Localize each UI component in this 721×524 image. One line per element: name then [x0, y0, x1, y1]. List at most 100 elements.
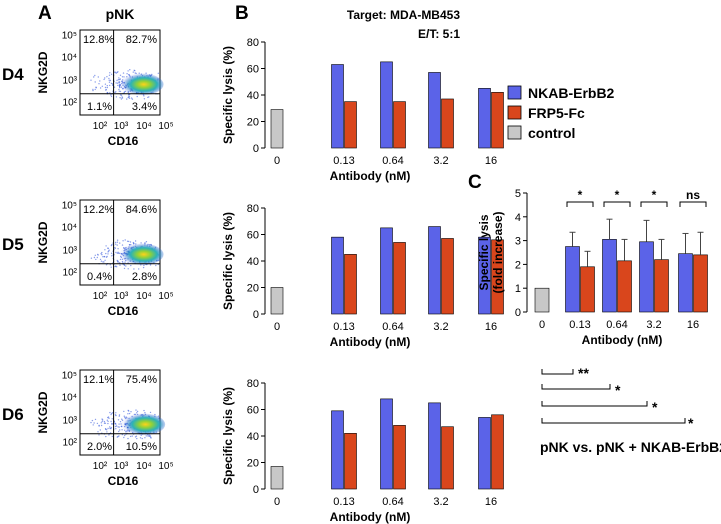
- y-tick-label: 4: [515, 212, 521, 224]
- flow-event-dot: [119, 94, 122, 96]
- flow-event-dot: [110, 413, 112, 416]
- y-tick-label: 60: [247, 405, 259, 417]
- flow-event-dot: [128, 412, 131, 415]
- pairwise-bracket: [603, 201, 631, 207]
- flow-event-dot: [135, 435, 138, 437]
- flow-event-dot: [97, 431, 99, 433]
- flow-event-dot: [119, 264, 121, 266]
- flow-y-tick: 10³: [63, 245, 78, 256]
- flow-event-dot: [111, 423, 113, 425]
- flow-density-core: [119, 73, 164, 96]
- flow-x-tick: 10⁵: [158, 121, 173, 132]
- y-axis-label-line: Specific lysis (%): [221, 387, 235, 485]
- flow-q-upper-right: 84.6%: [126, 204, 157, 216]
- flow-event-dot: [127, 437, 129, 440]
- flow-event-dot: [123, 264, 126, 267]
- bar-frp5-fc: [393, 101, 406, 149]
- flow-event-dot: [115, 251, 117, 254]
- flow-event-dot: [126, 240, 129, 242]
- bar-nkab-erbb2: [380, 398, 393, 490]
- y-axis-label-line: Specific lysis (%): [221, 212, 235, 310]
- bar-nkab-erbb2: [478, 236, 491, 315]
- x-tick-label: 0.13: [333, 496, 354, 508]
- flow-event-dot: [115, 72, 117, 74]
- flow-event-dot: [90, 257, 93, 259]
- flow-event-dot: [91, 419, 94, 422]
- flow-event-dot: [144, 412, 146, 414]
- flow-event-dot: [96, 256, 99, 259]
- flow-event-dot: [127, 413, 129, 415]
- flow-event-dot: [98, 83, 100, 85]
- lysis-chart-d6: 0 20 40 60 80 Specific lysis (%) 0 0.13 0.64 3.2 1…: [221, 378, 504, 524]
- bar-nkab-erbb2: [565, 246, 580, 313]
- bar-nkab-erbb2: [602, 239, 617, 313]
- flow-event-dot: [110, 266, 112, 268]
- flow-event-dot: [108, 74, 111, 77]
- flow-event-dot: [106, 86, 109, 89]
- flow-event-dot: [123, 267, 126, 270]
- flow-event-dot: [114, 247, 117, 249]
- flow-event-dot: [136, 412, 138, 414]
- panel-label-a: A: [38, 3, 52, 24]
- x-axis-label: Antibody (nM): [330, 335, 411, 349]
- flow-event-dot: [127, 268, 129, 270]
- flow-event-dot: [104, 86, 107, 89]
- flow-event-dot: [105, 256, 108, 258]
- x-tick-label: 0.13: [333, 321, 354, 333]
- bar-frp5-fc: [617, 260, 632, 313]
- y-axis-label: Specific lysis (%): [221, 212, 235, 310]
- flow-event-dot: [125, 265, 127, 267]
- flow-event-dot: [121, 96, 123, 98]
- flow-event-dot: [121, 418, 123, 420]
- flow-event-dot: [111, 418, 113, 420]
- x-tick-label: 0: [274, 321, 280, 333]
- flow-event-dot: [149, 411, 152, 414]
- flow-event-dot: [133, 268, 135, 270]
- flow-q-lower-left: 0.4%: [87, 271, 112, 283]
- flow-event-dot: [101, 251, 103, 254]
- legend-swatch-control: [507, 125, 522, 140]
- flow-event-dot: [138, 268, 140, 270]
- flow-event-dot: [105, 252, 107, 255]
- y-tick-label: 80: [247, 37, 259, 49]
- flow-event-dot: [102, 419, 104, 421]
- bar-control: [270, 287, 284, 315]
- x-tick-label: 0: [274, 155, 280, 167]
- flow-event-dot: [121, 76, 124, 78]
- pairwise-significance-label: *: [652, 188, 657, 202]
- flow-event-dot: [143, 95, 145, 97]
- bar-nkab-erbb2: [380, 61, 393, 149]
- flow-event-dot: [121, 260, 124, 263]
- bar-nkab-erbb2: [478, 417, 491, 490]
- flow-event-dot: [118, 430, 120, 433]
- x-tick-label: 16: [687, 319, 699, 331]
- flow-event-dot: [157, 72, 159, 75]
- legend-label-control: control: [528, 125, 575, 141]
- flow-event-dot: [123, 415, 126, 417]
- flow-event-dot: [120, 98, 123, 100]
- flow-event-dot: [111, 435, 114, 438]
- legend-label-nkab: NKAB-ErbB2: [528, 85, 615, 101]
- flow-event-dot: [102, 256, 104, 258]
- flow-event-dot: [145, 435, 147, 437]
- flow-event-dot: [92, 89, 94, 92]
- flow-event-dot: [110, 73, 113, 76]
- flow-plot-frame: [79, 29, 161, 116]
- flow-event-dot: [141, 437, 143, 440]
- flow-event-dot: [93, 76, 95, 78]
- y-axis-label-line: Specific lysis: [477, 214, 491, 290]
- flow-event-dot: [121, 429, 123, 431]
- bracket-0-16-star: *: [688, 415, 694, 431]
- pairwise-bracket: [566, 201, 594, 207]
- significance-brackets: ** * * * pNK vs. pNK + NKAB-ErbB2: [540, 365, 721, 455]
- flow-event-dot: [115, 91, 117, 93]
- flow-event-dot: [114, 265, 116, 268]
- flow-event-dot: [116, 241, 119, 243]
- x-tick-label: 3.2: [433, 496, 448, 508]
- flow-y-tick: 10²: [63, 437, 78, 448]
- flow-event-dot: [111, 83, 114, 85]
- flow-event-dot: [118, 77, 120, 79]
- flow-event-dot: [94, 254, 97, 256]
- flow-event-dot: [118, 423, 120, 425]
- flow-event-dot: [118, 81, 121, 83]
